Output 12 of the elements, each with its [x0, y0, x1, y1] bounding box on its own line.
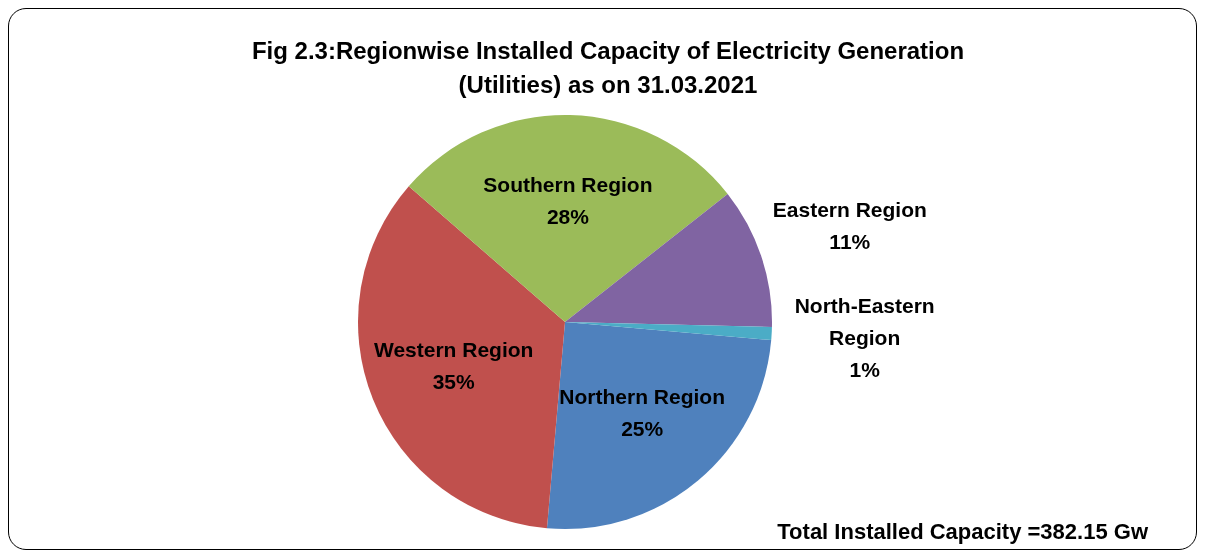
slice-label: Southern Region	[483, 172, 653, 196]
data-label: 1%	[849, 357, 881, 381]
data-label: 25%	[621, 416, 664, 440]
chart-title: Fig 2.3:Regionwise Installed Capacity of Electricity Generation (Utilities) as on 31.03.2021	[251, 36, 965, 98]
slice-label: North-Eastern Region	[794, 293, 935, 349]
slice-label: Western Region	[373, 337, 534, 361]
data-label: 35%	[432, 369, 476, 393]
text: Total Installed Capacity =382.15 Gw	[777, 519, 1149, 545]
data-label: 28%	[546, 204, 590, 228]
data-label: 11%	[829, 230, 871, 254]
slice-label: Eastern Region	[772, 198, 927, 222]
slice-label: Northern Region	[559, 384, 726, 408]
